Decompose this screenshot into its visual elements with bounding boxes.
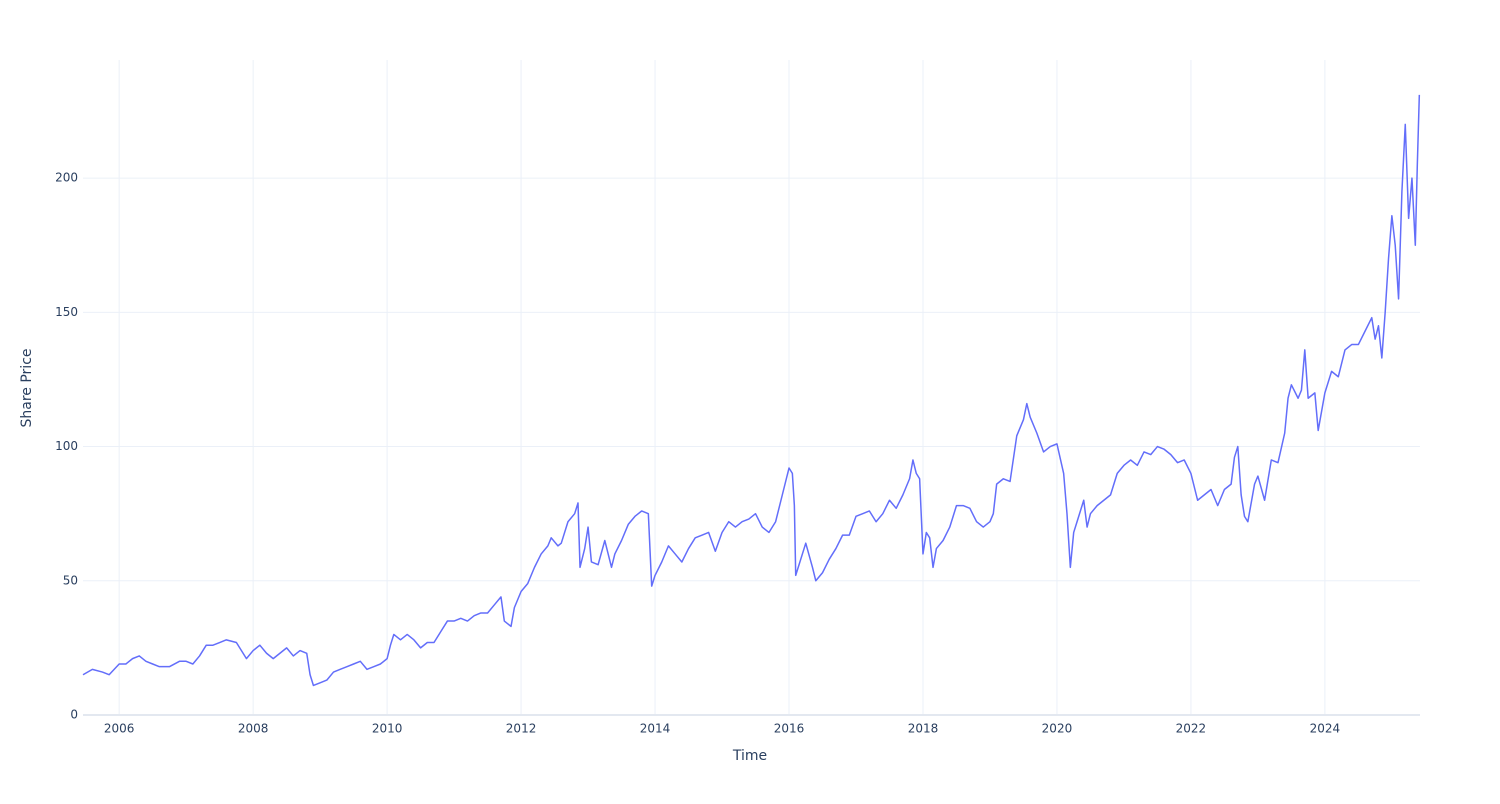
y-tick-label: 0 xyxy=(70,708,78,722)
x-tick-label: 2016 xyxy=(774,722,805,736)
x-tick-label: 2008 xyxy=(238,722,269,736)
x-tick-label: 2006 xyxy=(104,722,135,736)
x-tick-label: 2020 xyxy=(1042,722,1073,736)
price-line xyxy=(82,94,1421,687)
x-tick-label: 2018 xyxy=(908,722,939,736)
x-tick-label: 2010 xyxy=(372,722,403,736)
y-tick-label: 50 xyxy=(63,573,78,587)
x-tick-label: 2022 xyxy=(1176,722,1207,736)
y-tick-label: 200 xyxy=(55,171,78,185)
y-tick-label: 150 xyxy=(55,305,78,319)
x-axis-title: Time xyxy=(732,748,767,764)
x-tick-label: 2012 xyxy=(506,722,537,736)
y-tick-label: 100 xyxy=(55,439,78,453)
x-tick-label: 2014 xyxy=(640,722,671,736)
x-tick-label: 2024 xyxy=(1310,722,1341,736)
y-axis-title: Share Price xyxy=(19,348,35,427)
